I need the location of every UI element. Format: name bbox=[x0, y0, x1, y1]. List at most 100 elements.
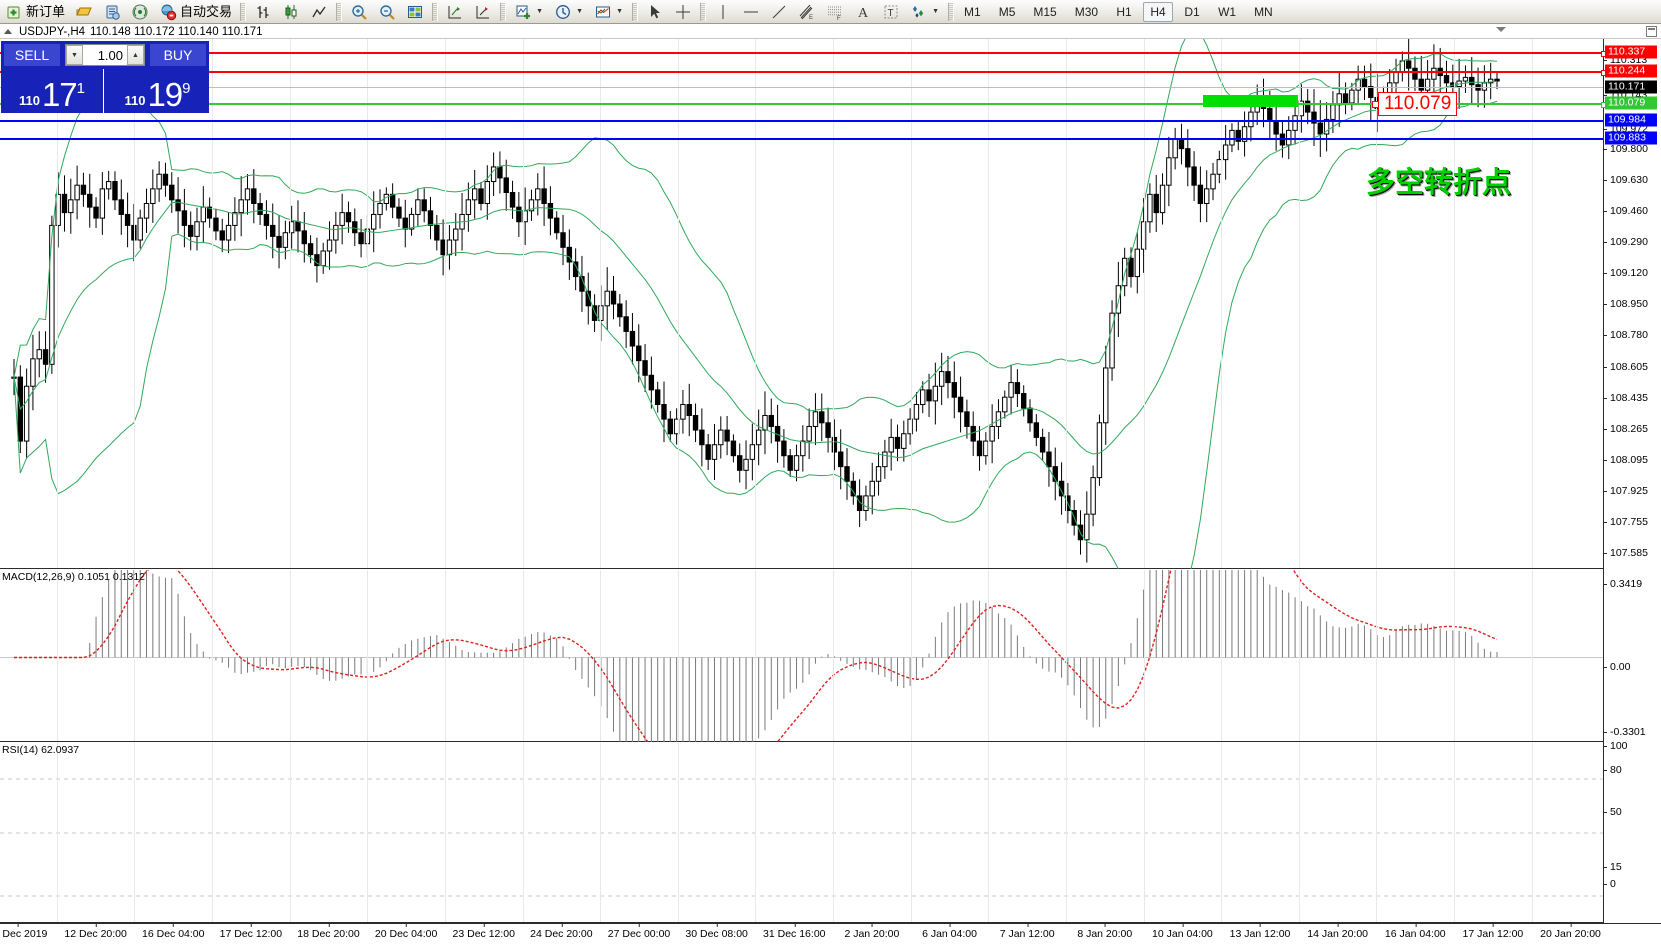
equidistant-channel-icon: E bbox=[798, 3, 816, 21]
price-axis[interactable]: 109.800 109.630 109.460 109.290 109.120 108.9… bbox=[1603, 39, 1661, 923]
timeframe-h4[interactable]: H4 bbox=[1143, 1, 1174, 22]
chart-shift-button[interactable] bbox=[469, 1, 497, 23]
fibonacci-button[interactable]: F bbox=[821, 1, 849, 23]
gridline bbox=[212, 39, 214, 568]
autotrading-button[interactable]: 自动交易 bbox=[154, 1, 237, 23]
chart-up-arrow-icon bbox=[4, 29, 12, 34]
gridline bbox=[988, 743, 990, 922]
timeframe-m30[interactable]: M30 bbox=[1074, 4, 1099, 19]
news-button[interactable] bbox=[98, 1, 126, 23]
folder-icon bbox=[75, 3, 93, 21]
new-order-icon bbox=[5, 3, 23, 21]
volume-decrement-icon[interactable]: ▼ bbox=[66, 45, 83, 65]
gridline bbox=[367, 570, 369, 741]
chevron-down-icon[interactable]: ▼ bbox=[536, 8, 543, 15]
gridline bbox=[910, 570, 912, 741]
time-axis[interactable]: 11 Dec 2019 12 Dec 20:00 16 Dec 04:00 17 De… bbox=[0, 923, 1661, 944]
chart-restore-button[interactable] bbox=[1646, 26, 1657, 37]
folder-button[interactable] bbox=[70, 1, 98, 23]
horizontal-line-button[interactable] bbox=[737, 1, 765, 23]
price-level-chip[interactable]: 110.244 bbox=[1605, 64, 1657, 78]
volume-increment-icon[interactable]: ▲ bbox=[127, 45, 144, 65]
timeframe-d1[interactable]: D1 bbox=[1184, 4, 1200, 19]
price-axis-tick: 108.095 bbox=[1604, 454, 1648, 466]
price-level-line[interactable] bbox=[0, 120, 1603, 122]
timeframe-m15[interactable]: M15 bbox=[1033, 4, 1057, 19]
chart-collapse-icon[interactable] bbox=[1496, 27, 1506, 32]
toolbar-separator bbox=[240, 2, 247, 21]
chart-text-annotation[interactable]: 多空转折点 bbox=[1366, 165, 1512, 199]
buy-quote[interactable]: 110 19 9 bbox=[106, 69, 209, 113]
gridline bbox=[289, 743, 291, 922]
time-axis-tick: 31 Dec 16:00 bbox=[763, 923, 826, 940]
price-level-chip[interactable]: 109.883 bbox=[1605, 131, 1657, 145]
price-level-chip[interactable]: 109.984 bbox=[1605, 113, 1657, 127]
macd-label: MACD(12,26,9) 0.1051 0.1312 bbox=[2, 571, 146, 583]
price-level-chip[interactable]: 110.171 bbox=[1605, 80, 1657, 94]
buy-button[interactable]: BUY bbox=[150, 44, 206, 66]
toolbar-separator bbox=[432, 2, 439, 21]
sell-button[interactable]: SELL bbox=[4, 44, 60, 66]
time-axis-tick: 30 Dec 08:00 bbox=[685, 923, 748, 940]
candle-chart-button[interactable] bbox=[277, 1, 305, 23]
time-axis-tick: 23 Dec 12:00 bbox=[452, 923, 515, 940]
periods-button[interactable]: ▼ bbox=[549, 1, 589, 23]
time-axis-tick: 2 Jan 20:00 bbox=[844, 923, 900, 940]
chevron-down-icon[interactable]: ▼ bbox=[616, 8, 623, 15]
price-level-line[interactable] bbox=[0, 102, 1607, 108]
sell-quote[interactable]: 110 17 1 bbox=[1, 69, 104, 113]
price-level-chip[interactable]: 110.337 bbox=[1605, 45, 1657, 59]
price-level-line[interactable] bbox=[0, 87, 1603, 88]
tile-windows-button[interactable] bbox=[401, 1, 429, 23]
timeframe-m5[interactable]: M5 bbox=[998, 4, 1016, 19]
volume-input[interactable]: 1.00 bbox=[83, 47, 127, 63]
time-axis-tick: 20 Jan 20:00 bbox=[1540, 923, 1601, 940]
volume-stepper[interactable]: ▼ 1.00 ▲ bbox=[65, 44, 145, 66]
time-axis-tick: 6 Jan 04:00 bbox=[922, 923, 977, 940]
price-callout-label[interactable]: 110.079 bbox=[1371, 92, 1458, 116]
objects-button[interactable]: ▼ bbox=[905, 1, 945, 23]
gridline bbox=[1531, 743, 1533, 922]
signals-button[interactable] bbox=[126, 1, 154, 23]
chevron-down-icon[interactable]: ▼ bbox=[932, 8, 939, 15]
vertical-line-button[interactable] bbox=[709, 1, 737, 23]
price-level-chip[interactable]: 110.079 bbox=[1605, 96, 1657, 110]
timeframe-w1[interactable]: W1 bbox=[1218, 4, 1237, 19]
zoom-out-button[interactable] bbox=[373, 1, 401, 23]
rsi-chart-canvas bbox=[0, 743, 1603, 897]
cursor-button[interactable] bbox=[641, 1, 669, 23]
macd-pane[interactable]: MACD(12,26,9) 0.1051 0.1312 bbox=[0, 570, 1603, 742]
price-level-line[interactable] bbox=[0, 70, 1607, 76]
text-label-button[interactable]: T bbox=[877, 1, 905, 23]
equidistant-channel-button[interactable]: E bbox=[793, 1, 821, 23]
text-button[interactable]: A bbox=[849, 1, 877, 23]
support-zone-highlight[interactable] bbox=[1203, 95, 1298, 107]
rsi-pane[interactable]: RSI(14) 62.0937 bbox=[0, 743, 1603, 923]
price-level-line[interactable] bbox=[0, 51, 1607, 57]
timeframe-m1[interactable]: M1 bbox=[964, 4, 981, 19]
timeframe-mn[interactable]: MN bbox=[1254, 4, 1273, 19]
price-axis-tick: 107.925 bbox=[1604, 485, 1648, 497]
crosshair-button[interactable] bbox=[669, 1, 697, 23]
trendline-button[interactable] bbox=[765, 1, 793, 23]
rsi-label: RSI(14) 62.0937 bbox=[2, 744, 80, 756]
one-click-trading-panel[interactable]: SELL ▼ 1.00 ▲ BUY 110 17 1 110 19 9 bbox=[1, 41, 209, 113]
chevron-down-icon[interactable]: ▼ bbox=[576, 8, 583, 15]
auto-scroll-button[interactable] bbox=[441, 1, 469, 23]
gridline bbox=[833, 39, 835, 568]
toolbar-separator bbox=[948, 2, 955, 21]
timeframe-h1[interactable]: H1 bbox=[1116, 4, 1132, 19]
price-level-line[interactable] bbox=[0, 138, 1603, 140]
price-pane[interactable]: 110.079 多空转折点 bbox=[0, 39, 1607, 569]
gridline bbox=[444, 743, 446, 922]
line-chart-button[interactable] bbox=[305, 1, 333, 23]
rsi-axis-tick: 100 bbox=[1604, 740, 1628, 752]
new-order-button[interactable]: 新订单 bbox=[0, 1, 70, 23]
templates-button[interactable]: ▼ bbox=[589, 1, 629, 23]
zoom-in-button[interactable] bbox=[345, 1, 373, 23]
time-axis-tick: 11 Dec 2019 bbox=[0, 923, 47, 940]
bar-chart-button[interactable] bbox=[249, 1, 277, 23]
gridline bbox=[755, 39, 757, 568]
indicators-button[interactable]: ▼ bbox=[509, 1, 549, 23]
chart-title-bar: USDJPY-,H4 110.148 110.172 110.140 110.1… bbox=[0, 25, 1661, 39]
